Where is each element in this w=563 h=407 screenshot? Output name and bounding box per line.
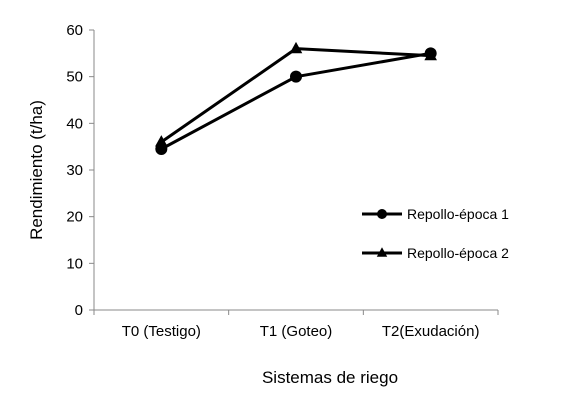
x-tick-label: T2(Exudación) <box>382 323 480 340</box>
legend-marker <box>377 209 387 219</box>
legend-label: Repollo-época 2 <box>407 245 509 261</box>
legend-label: Repollo-época 1 <box>407 206 509 222</box>
y-tick-label: 0 <box>75 302 83 319</box>
y-tick-label: 20 <box>66 209 83 226</box>
series-1 <box>155 47 437 155</box>
data-point <box>290 70 302 83</box>
y-tick-label: 60 <box>66 22 83 39</box>
y-tick-labels: 0 10 20 30 40 50 60 <box>66 22 83 319</box>
x-axis-title: Sistemas de riego <box>262 368 398 387</box>
data-point <box>155 135 168 147</box>
y-axis-title: Rendimiento (t/ha) <box>27 100 46 240</box>
series-2 <box>155 41 437 147</box>
series-line <box>160 51 431 151</box>
chart-axes <box>89 29 499 315</box>
series-layer <box>155 41 437 155</box>
data-point <box>424 48 437 61</box>
data-point <box>289 41 303 54</box>
y-tick-label: 40 <box>66 115 83 132</box>
legend-entry: Repollo-época 1 <box>362 206 509 222</box>
legend-marker <box>376 247 388 257</box>
legend: Repollo-época 1 Repollo-época 2 <box>362 206 509 261</box>
x-tick-label: T0 (Testigo) <box>122 323 201 340</box>
y-tick-label: 10 <box>66 255 83 272</box>
y-tick-label: 50 <box>66 69 83 86</box>
x-tick-labels: T0 (Testigo) T1 (Goteo) T2(Exudación) <box>122 323 480 340</box>
y-tick-label: 30 <box>66 162 83 179</box>
x-tick-label: T1 (Goteo) <box>260 323 333 340</box>
legend-entry: Repollo-época 2 <box>362 245 509 261</box>
